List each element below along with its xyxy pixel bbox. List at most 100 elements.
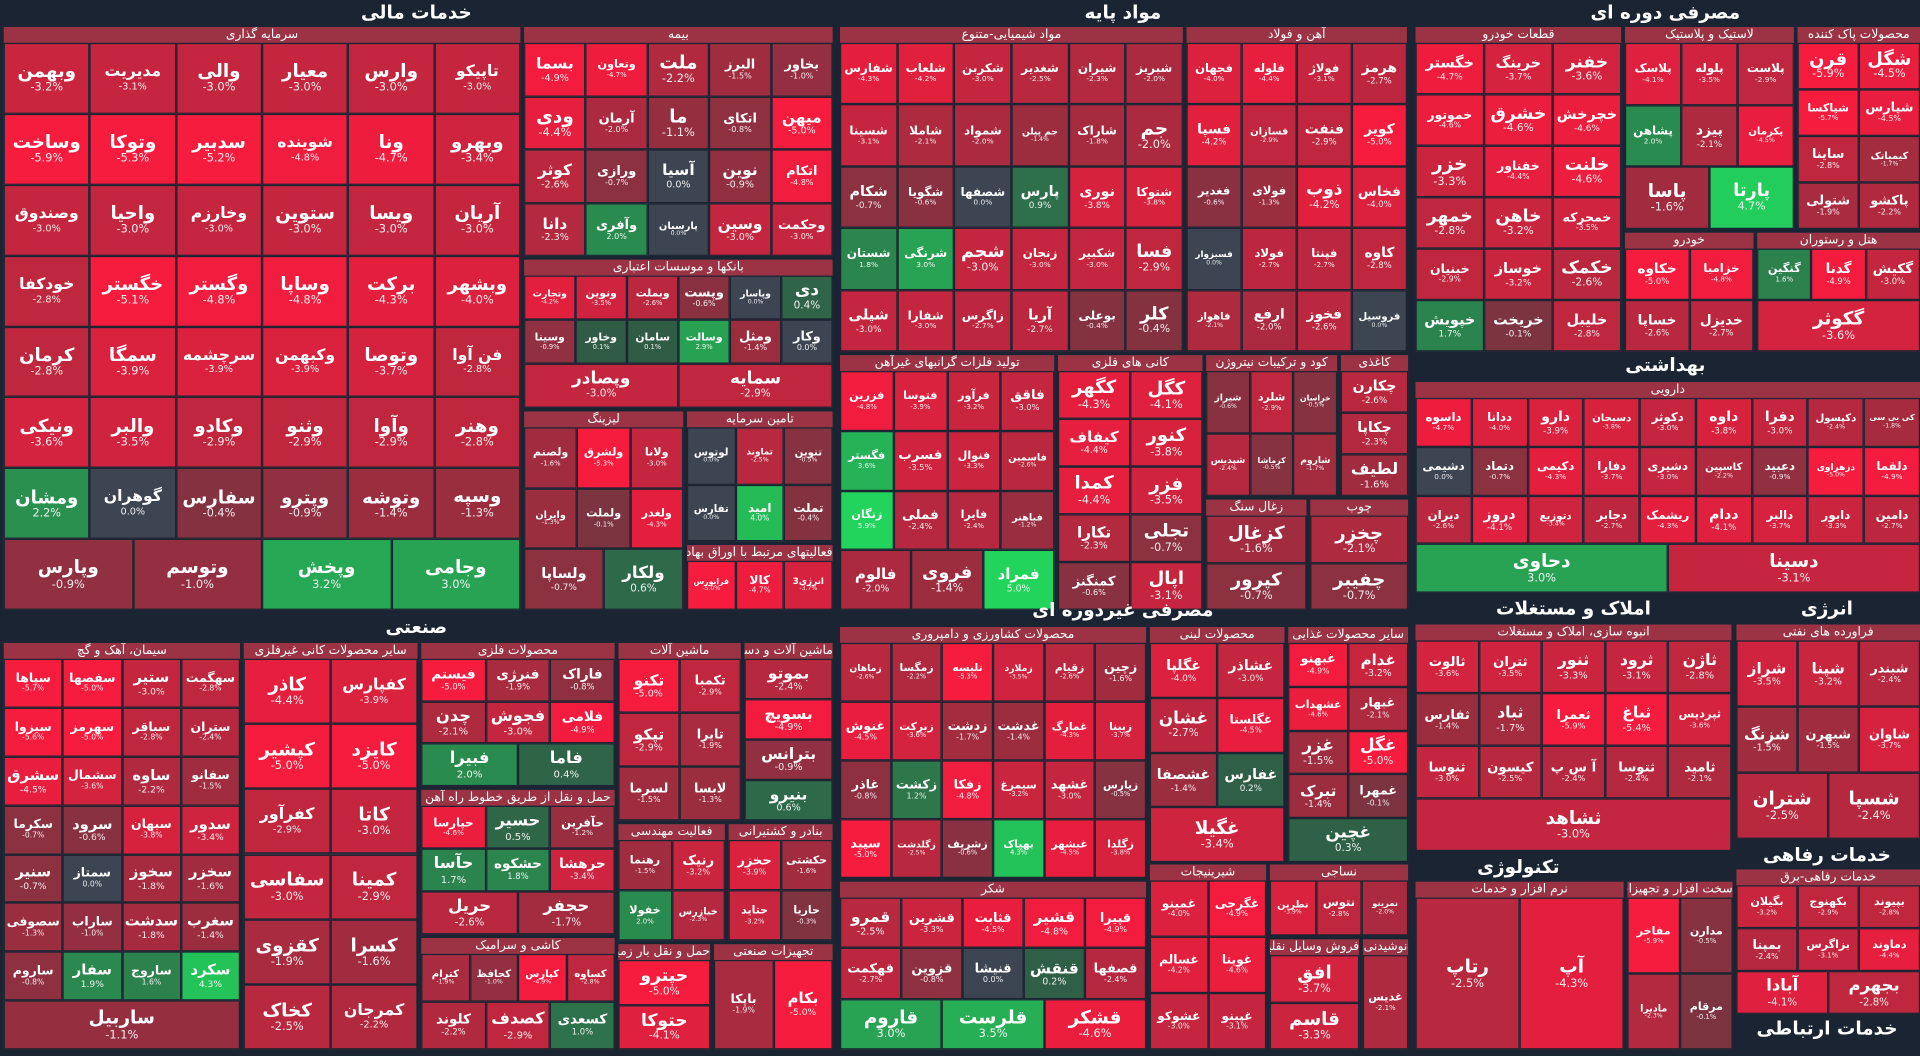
ticker: سهگمت [185, 671, 236, 686]
ticker: ولساپا [541, 564, 587, 583]
stock-tile: دماوند -4.4% [1858, 928, 1920, 972]
stock-tile: شبریز -2.0% [1125, 42, 1183, 105]
stock-tile: فرآور -3.2% [947, 371, 1001, 431]
industry: فعالیت مهندسی رنیک -3.2% رهنما -1.5% خبازرس -2… [618, 824, 725, 941]
ticker: نمرینو [1372, 898, 1398, 909]
change-label: -2.9% [1818, 909, 1839, 917]
change-label: -3.3% [963, 463, 985, 471]
ticker: شبندر [1870, 661, 1909, 677]
sector-title: صنعتی [385, 615, 448, 638]
ticker: خگستر [1425, 54, 1474, 72]
stock-tile: غشهد -3.0% [1044, 760, 1096, 820]
industry-title: ماشین آلات و دستگاه های برقی [744, 642, 833, 659]
change-label: -1.0% [790, 71, 814, 82]
stock-tile: شلعاب -4.2% [897, 42, 955, 105]
stock-tile: سکرد 4.3% [180, 951, 241, 1001]
stock-tile: ونوین -3.5% [575, 275, 627, 320]
ticker: وساخت [12, 132, 81, 154]
change-label: -2.8% [1367, 260, 1392, 271]
stock-tile: دکوثر -3.0% [1639, 397, 1696, 447]
change-label: -1.3% [460, 506, 494, 521]
stock-tile: وپصادر -3.0% [524, 363, 679, 408]
stock-tile: سدشت -1.8% [121, 902, 181, 952]
change-label: -3.4% [461, 152, 494, 166]
stock-tile: شتوکا -3.8% [1125, 166, 1183, 228]
industry: کانی های فلزی کگل -4.1% کگهر -4.3% کنور -3.8% ک… [1057, 355, 1203, 610]
stock-tile: کیسون -2.5% [1478, 745, 1542, 799]
stock-tile: حپترو -5.0% [618, 960, 711, 1005]
ticker: نوری [1079, 182, 1115, 200]
change-label: -3.7% [799, 585, 818, 594]
change-label: -2.6% [1361, 393, 1388, 405]
change-label: -4.9% [541, 71, 569, 83]
industry-title: تامین سرمایه [686, 411, 833, 428]
ticker: چفیبر [1333, 569, 1386, 591]
change-label: -1.0% [180, 577, 214, 591]
change-label: -1.7% [1496, 721, 1525, 733]
change-label: -3.9% [359, 693, 389, 705]
change-label: -3.8% [1143, 198, 1166, 208]
ticker: غبهنو [1300, 651, 1336, 667]
stock-tile: زملارد -3.5% [993, 642, 1045, 702]
ticker: سفانو [191, 769, 230, 783]
stock-tile: دتوزیع -3.4% [1527, 495, 1584, 544]
stock-tile: خمحرکه -3.5% [1552, 197, 1622, 249]
change-label: -0.6% [914, 198, 937, 208]
industry-title: زغال سنگ [1206, 499, 1307, 516]
change-label: -3.0% [463, 80, 492, 92]
change-label: -5.0% [81, 684, 104, 694]
ticker: شسینا [849, 124, 888, 138]
change-label: -4.8% [956, 791, 979, 802]
ticker: دی [794, 280, 820, 301]
ticker: سباقر [132, 720, 171, 735]
ticker: بسویچ [764, 703, 813, 723]
stock-tile: شفارا -3.0% [897, 289, 955, 352]
stock-tile: خفولا 2.0% [618, 890, 672, 941]
change-label: -1.9% [698, 741, 722, 752]
change-label: -3.5% [1009, 672, 1028, 681]
ticker: آریان [454, 203, 501, 225]
industry: سیمان، آهک و گچ سهگمت -2.8% ستیر -3.0% سفصها -… [3, 642, 241, 1050]
ticker: ستیر [133, 668, 170, 686]
stock-tile: خزامیا -4.8% [1689, 248, 1754, 301]
change-label: 0.4% [553, 767, 580, 780]
stock-tile: وساخت -5.9% [3, 113, 90, 185]
stock-tile: رنیک -3.2% [671, 840, 725, 891]
change-label: -0.9% [51, 577, 85, 591]
ticker: خاهن [1495, 207, 1542, 227]
change-label: 1.7% [440, 872, 467, 885]
stock-tile: فنرژی -1.9% [485, 658, 551, 702]
change-label: -1.4% [1435, 721, 1460, 732]
stock-tile: خمهر -2.8% [1415, 197, 1485, 249]
change-label: -2.4% [199, 733, 222, 743]
change-label: -0.9% [1769, 472, 1791, 482]
industry-title: تجهیزات صنعتی [713, 944, 833, 961]
change-label: 2.0% [606, 231, 627, 241]
ticker: زنجان [1022, 247, 1058, 262]
change-label: -4.3% [646, 521, 667, 529]
change-label: -3.0% [1880, 276, 1906, 287]
ticker: خدیزل [1699, 312, 1743, 329]
stock-tile: معیار -3.0% [262, 42, 349, 114]
ticker: باپکا [730, 993, 757, 1007]
ticker: غشان [1158, 708, 1209, 729]
change-label: -3.5% [116, 435, 150, 450]
stock-tile: تاپیکو -3.0% [434, 42, 521, 114]
change-label: 0.6% [776, 802, 801, 814]
change-label: -2.7% [1027, 322, 1053, 334]
change-label: -2.5% [1765, 808, 1799, 823]
change-label: -4.9% [1881, 472, 1903, 482]
stock-tile: ثاژن -2.8% [1668, 640, 1732, 694]
change-label: -0.4% [1086, 322, 1108, 331]
stock-tile: فسبزوار 0.0% [1186, 227, 1242, 290]
change-label: -5.1% [116, 293, 150, 308]
ticker: زقیام [1054, 662, 1085, 675]
stock-tile: ثتران -3.5% [1478, 640, 1542, 694]
change-label: -2.2% [441, 1027, 466, 1038]
stock-tile: کی بی سی -1.8% [1863, 397, 1920, 447]
stock-tile: تنوین -0.5% [784, 427, 833, 485]
stock-tile: لوتوس 0.0% [686, 427, 736, 485]
stock-tile: ستران -2.4% [180, 707, 241, 757]
ticker: غبهار [1361, 695, 1396, 711]
industry-title: نرم افزار و خدمات [1415, 881, 1624, 898]
